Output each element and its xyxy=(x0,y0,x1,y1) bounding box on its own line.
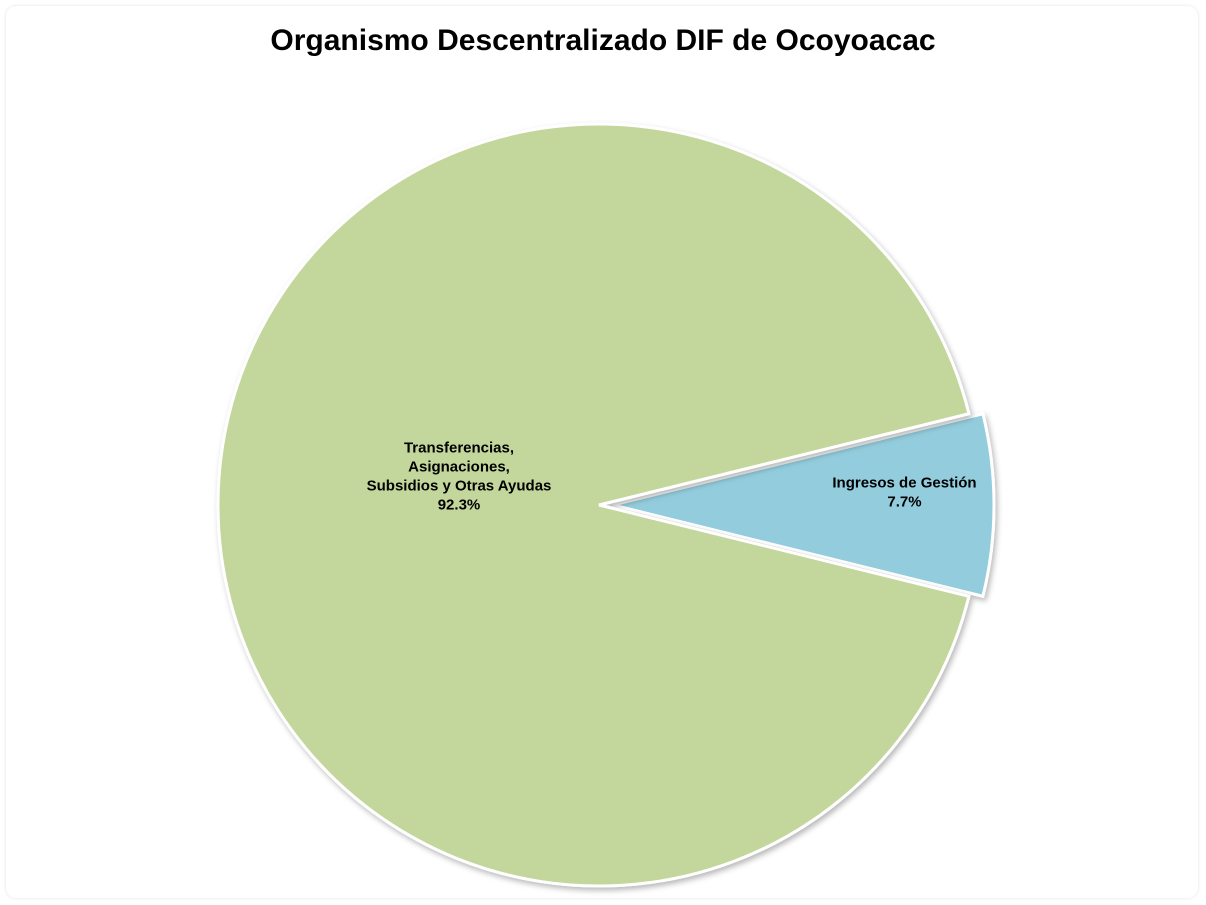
slice-label-line: Asignaciones, xyxy=(408,459,510,476)
slice-label-ingresos-gestion: Ingresos de Gestión 7.7% xyxy=(832,475,976,511)
pie-slice-ingresos-gestion xyxy=(612,411,996,599)
slice-label-line: Transferencias, xyxy=(404,440,514,457)
slice-percent-label: 92.3% xyxy=(438,497,481,514)
slice-label-line: Subsidios y Otras Ayudas xyxy=(367,478,552,495)
slice-label-transferencias: Transferencias, Asignaciones, Subsidios y … xyxy=(367,440,552,514)
chart-title: Organismo Descentralizado DIF de Ocoyoac… xyxy=(270,24,936,57)
pie-slice-transferencias xyxy=(216,122,971,888)
slice-percent-label: 7.7% xyxy=(887,494,921,511)
slice-label-line: Ingresos de Gestión xyxy=(832,475,976,492)
